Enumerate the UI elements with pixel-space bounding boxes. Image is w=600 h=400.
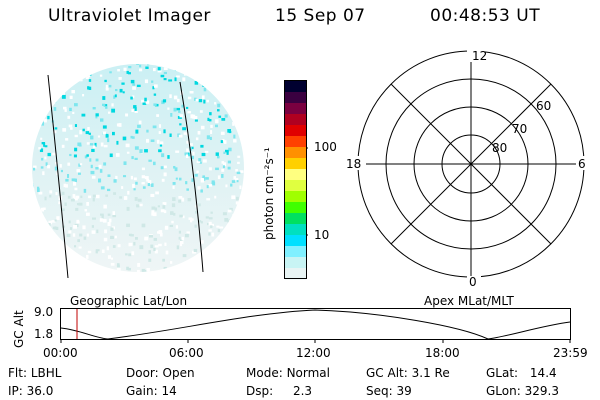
polar-diagonal-2 xyxy=(390,83,552,245)
colorbar-tick-100: 100 xyxy=(314,140,337,154)
colorbar-segment xyxy=(285,158,306,170)
info-door: Door: Open xyxy=(126,366,195,380)
color-scale-bar xyxy=(284,80,308,280)
x-tick-0000: 00:00 xyxy=(43,346,78,360)
observation-time: 00:48:53 UT xyxy=(430,6,541,26)
longitude-line-west xyxy=(47,74,69,279)
x-tick-2359: 23:59 xyxy=(553,346,588,360)
colorbar-segment xyxy=(285,136,306,148)
colorbar-segment xyxy=(285,246,306,258)
info-mode: Mode: Normal xyxy=(246,366,330,380)
colorbar-segment xyxy=(285,92,306,104)
lat-label-70: 70 xyxy=(512,122,527,136)
colorbar-segment xyxy=(285,257,306,269)
info-dsp: Dsp: 2.3 xyxy=(246,384,313,398)
colorbar-unit-label: photon cm⁻²s⁻¹ xyxy=(262,147,276,240)
y-tick-1-8: 1.8 xyxy=(34,327,54,341)
x-tick-0600: 06:00 xyxy=(169,346,204,360)
colorbar-segment xyxy=(285,147,306,159)
clock-label-left: 18 xyxy=(346,157,361,171)
observation-date: 15 Sep 07 xyxy=(275,6,366,26)
colorbar-segment xyxy=(285,114,306,126)
colorbar-segment xyxy=(285,125,306,137)
gc-alt-axis-title: GC Alt xyxy=(12,310,26,348)
clock-label-bottom: 0 xyxy=(469,275,477,288)
info-glon: GLon: 329.3 xyxy=(486,384,559,398)
info-seq: Seq: 39 xyxy=(366,384,412,398)
altitude-curve xyxy=(60,309,571,340)
lat-label-80: 80 xyxy=(492,141,507,155)
instrument-title: Ultraviolet Imager xyxy=(48,6,211,26)
colorbar-segment xyxy=(285,235,306,247)
x-tick-1800: 18:00 xyxy=(425,346,460,360)
uv-disc xyxy=(32,64,244,272)
clock-label-top: 12 xyxy=(472,49,487,63)
colorbar-segment xyxy=(285,81,306,93)
altitude-strip-chart xyxy=(60,308,571,343)
colorbar-segment xyxy=(285,224,306,236)
colorbar-segment xyxy=(285,169,306,181)
colorbar-segment xyxy=(285,213,306,225)
info-gc-alt: GC Alt: 3.1 Re xyxy=(366,366,450,380)
x-tick-1200: 12:00 xyxy=(296,346,331,360)
clock-label-right: 6 xyxy=(578,157,586,171)
colorbar-segment xyxy=(285,180,306,192)
uv-image-panel xyxy=(32,64,244,279)
info-gain: Gain: 14 xyxy=(126,384,177,398)
colorbar-segment xyxy=(285,268,306,280)
info-ip: IP: 36.0 xyxy=(8,384,54,398)
info-glat: GLat: 14.4 xyxy=(486,366,557,380)
info-flt: Flt: LBHL xyxy=(8,366,62,380)
geographic-label: Geographic Lat/Lon xyxy=(70,294,188,308)
colorbar-segment xyxy=(285,103,306,115)
longitude-line-east xyxy=(179,81,204,273)
colorbar-segment xyxy=(285,191,306,203)
colorbar-segment xyxy=(285,202,306,214)
y-tick-9: 9.0 xyxy=(34,305,54,319)
lat-label-60: 60 xyxy=(536,99,551,113)
apex-label: Apex MLat/MLT xyxy=(424,294,514,308)
polar-grid-plot: 12 18 6 0 60 70 80 xyxy=(344,48,590,288)
colorbar-tick-10: 10 xyxy=(314,228,330,242)
